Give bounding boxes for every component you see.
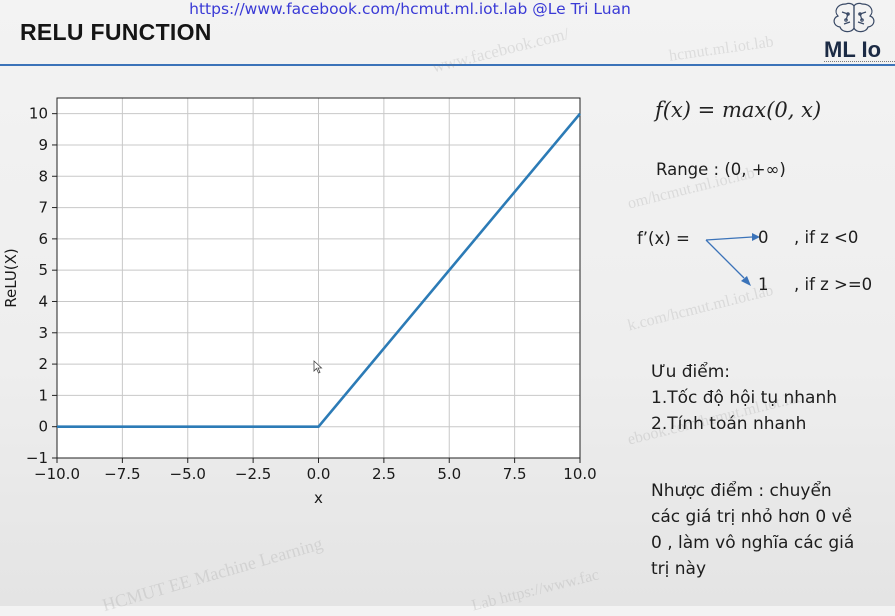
relu-line — [57, 112, 581, 428]
x-tick-label: −7.5 — [104, 465, 140, 483]
x-axis-label: x — [314, 489, 323, 507]
pros-heading: Ưu điểm: — [651, 362, 731, 382]
y-tick-label: 1 — [38, 386, 48, 404]
cons-line: Nhược điểm : chuyển — [651, 481, 832, 501]
brain-logo-icon — [833, 2, 875, 33]
watermark: Lab https://www.fac — [470, 566, 601, 615]
y-tick-label: 0 — [38, 418, 48, 436]
relu-formula: f(x) = max(0, x) — [655, 98, 822, 122]
y-axis-label: ReLU(X) — [2, 248, 20, 308]
facebook-link[interactable]: https://www.facebook.com/hcmut.ml.iot.la… — [189, 0, 631, 18]
derivative-value-1: 1 — [758, 275, 769, 294]
y-tick-label: 4 — [38, 292, 48, 310]
y-tick-label: 3 — [38, 324, 48, 342]
x-tick-label: 10.0 — [563, 465, 596, 483]
cons-section: Nhược điểm : chuyển các giá trị nhỏ hơn … — [651, 478, 854, 582]
x-tick-label: 2.5 — [372, 465, 396, 483]
range-text: Range : (0, +∞) — [656, 160, 786, 179]
y-tick-label: 6 — [38, 230, 48, 248]
watermark: www.facebook.com/ — [430, 24, 571, 77]
logo-text: ML Io — [824, 37, 882, 62]
x-tick-label: −10.0 — [34, 465, 80, 483]
watermark: hcmut.ml.iot.lab — [668, 33, 775, 65]
y-tick-label: 9 — [38, 136, 48, 154]
x-tick-label: −5.0 — [170, 465, 206, 483]
derivative-condition-nonnegative: , if z >=0 — [794, 275, 873, 294]
logo-tagline — [824, 61, 895, 65]
mouse-cursor-icon — [313, 360, 323, 374]
y-tick-label: −1 — [26, 449, 48, 467]
branch-arrows-icon — [705, 233, 760, 286]
derivative-condition-negative: , if z <0 — [794, 228, 859, 247]
y-tick-label: 10 — [29, 105, 48, 123]
plot-frame — [56, 97, 581, 459]
pros-item: 1.Tốc độ hội tụ nhanh — [651, 388, 838, 408]
y-tick-label: 2 — [38, 355, 48, 373]
x-tick-label: 0.0 — [307, 465, 331, 483]
pros-item: 2.Tính toán nhanh — [651, 414, 807, 434]
cons-line: 0 , làm vô nghĩa các giá — [651, 533, 855, 553]
slide-title: RELU FUNCTION — [20, 19, 212, 45]
relu-chart: −10.0 −7.5 −5.0 −2.5 0.0 2.5 5.0 7.5 10.0 −1 0 1 2 3 4… — [2, 97, 597, 507]
cons-line: các giá trị nhỏ hơn 0 về — [651, 507, 853, 527]
pros-section: Ưu điểm: 1.Tốc độ hội tụ nhanh 2.Tính to… — [651, 359, 837, 437]
y-tick-label: 7 — [38, 199, 48, 217]
watermark: HCMUT EE Machine Learning — [100, 533, 325, 616]
cons-line: trị này — [651, 559, 707, 579]
derivative-label: f’(x) = — [637, 229, 690, 248]
x-tick-label: −2.5 — [235, 465, 271, 483]
x-tick-label: 7.5 — [503, 465, 527, 483]
y-tick-label: 8 — [38, 167, 48, 185]
y-tick-label: 5 — [38, 261, 48, 279]
title-divider — [0, 64, 895, 66]
derivative-value-0: 0 — [758, 228, 769, 247]
x-tick-label: 5.0 — [437, 465, 461, 483]
